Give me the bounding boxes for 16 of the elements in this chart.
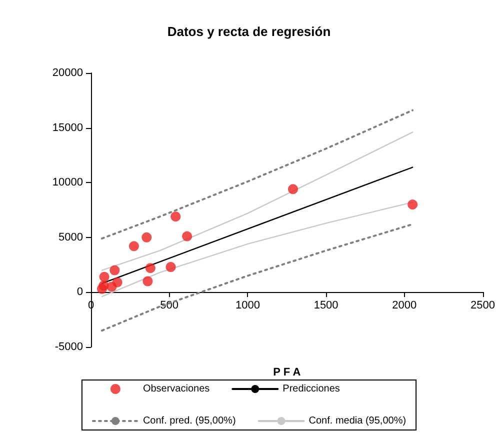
y-tick-label: 15000 [52,122,83,134]
y-tick-label: 10000 [52,176,83,189]
legend-label: Predicciones [282,384,340,394]
chart-title: Datos y recta de regresión [167,24,331,39]
x-tick-label: 2500 [470,300,496,312]
y-tick-label: 5000 [58,231,83,244]
y-tick-label: 20000 [52,67,83,79]
x-tick-label: 2000 [392,300,417,312]
y-tick-label: 0 [76,286,83,298]
legend-label: Observaciones [142,384,210,394]
x-tick-label: 1000 [235,300,260,312]
legend-label: Conf. pred. (95,00%) [142,416,236,426]
x-tick-label: 1500 [314,300,338,312]
legend-label: Conf. media (95,00%) [308,416,406,426]
x-axis-title: P F A [273,366,301,378]
y-tick-label: -5000 [54,341,83,353]
